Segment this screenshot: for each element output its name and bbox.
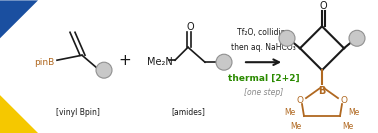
Text: [one step]: [one step] (244, 88, 283, 97)
Text: Tf₂O, collidine: Tf₂O, collidine (237, 28, 290, 37)
Circle shape (279, 30, 295, 46)
Text: thermal [2+2]: thermal [2+2] (228, 74, 299, 83)
Text: pinB: pinB (34, 58, 54, 67)
Text: Me₂N: Me₂N (147, 57, 173, 67)
Text: then aq. NaHCO₃: then aq. NaHCO₃ (231, 43, 296, 52)
Text: O: O (319, 1, 327, 11)
Circle shape (349, 30, 365, 46)
Text: +: + (119, 53, 132, 68)
Text: O: O (186, 22, 194, 32)
Polygon shape (0, 0, 38, 38)
Text: Me: Me (290, 122, 302, 130)
Circle shape (216, 54, 232, 70)
Text: B: B (318, 86, 326, 96)
Text: O: O (341, 96, 347, 105)
Text: [vinyl Bpin]: [vinyl Bpin] (56, 108, 100, 117)
Text: [amides]: [amides] (171, 108, 205, 117)
Text: Me: Me (284, 108, 296, 117)
Circle shape (96, 62, 112, 78)
Text: Me: Me (349, 108, 359, 117)
Polygon shape (0, 95, 38, 133)
Text: Me: Me (342, 122, 354, 130)
Text: O: O (296, 96, 304, 105)
